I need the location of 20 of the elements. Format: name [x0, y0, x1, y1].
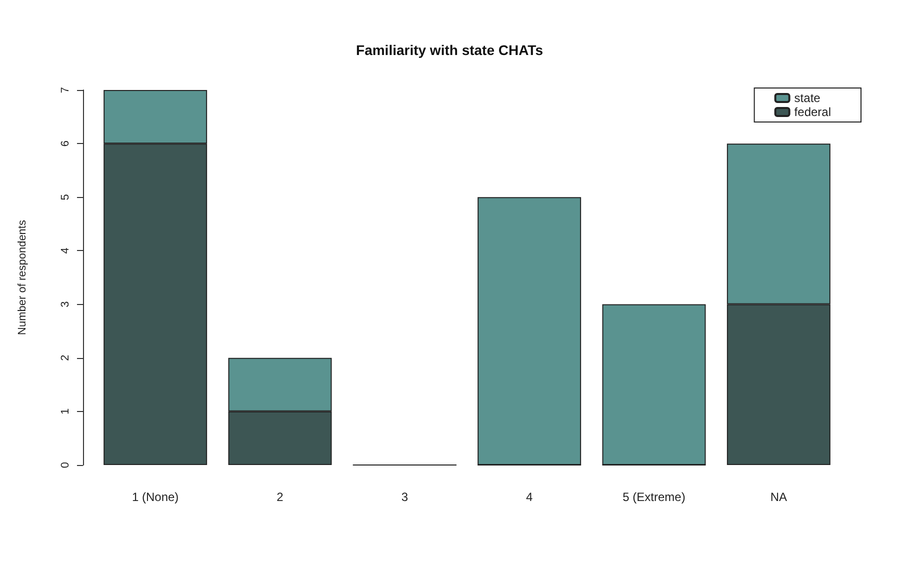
- y-tick-label: 5: [60, 194, 72, 200]
- chart-title: Familiarity with state CHATs: [356, 42, 544, 58]
- y-tick-label: 6: [60, 140, 72, 147]
- y-tick-label: 4: [60, 248, 72, 254]
- x-tick-label: 5 (Extreme): [622, 490, 686, 504]
- y-tick-label: 0: [60, 462, 72, 468]
- x-tick-label: NA: [770, 490, 788, 504]
- y-tick-label: 2: [60, 354, 72, 361]
- x-tick-label: 3: [401, 490, 408, 504]
- x-tick-label: 2: [276, 490, 284, 504]
- x-tick-label: 4: [526, 490, 533, 504]
- y-tick-label: 3: [60, 301, 72, 308]
- y-tick-label: 7: [60, 86, 72, 94]
- y-tick-label: 1: [60, 408, 72, 414]
- bar: [602, 304, 706, 465]
- bar: [478, 197, 582, 465]
- x-tick-label: 1 (None): [132, 490, 179, 504]
- y-axis-title: Number of respondents: [16, 220, 28, 335]
- legend-label: state: [794, 91, 821, 105]
- legend-label: federal: [794, 105, 832, 119]
